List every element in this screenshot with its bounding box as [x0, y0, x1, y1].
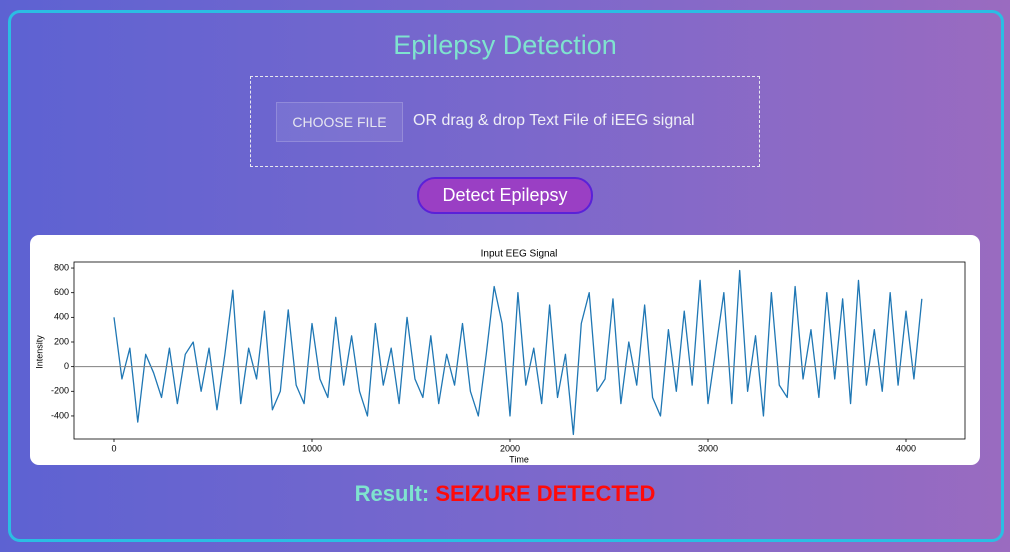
- x-tick-label: 2000: [500, 443, 520, 453]
- signal-line: [113, 269, 923, 436]
- y-tick-label: 200: [54, 336, 69, 346]
- frame: [8, 10, 1004, 542]
- y-axis-label: Intensity: [34, 335, 44, 369]
- result-label: Result:: [354, 481, 430, 506]
- page-title: Epilepsy Detection: [393, 30, 617, 60]
- chart-title: Input EEG Signal: [481, 249, 558, 260]
- y-tick-label: 600: [54, 287, 69, 297]
- drop-zone[interactable]: CHOOSE FILE OR drag & drop Text File of …: [250, 76, 760, 167]
- y-tick-label: 800: [54, 262, 69, 272]
- result: Result: SEIZURE DETECTED: [0, 481, 1010, 507]
- y-tick-label: 400: [54, 312, 69, 322]
- y-tick-label: 0: [64, 361, 69, 371]
- result-value: SEIZURE DETECTED: [435, 481, 656, 506]
- y-tick-label: -400: [51, 410, 69, 420]
- x-tick-label: 0: [111, 443, 116, 453]
- x-tick-label: 3000: [698, 443, 718, 453]
- x-tick-label: 1000: [302, 443, 322, 453]
- upload-hint: OR drag & drop Text File of iEEG signal: [413, 112, 695, 129]
- y-tick-label: -200: [51, 386, 69, 396]
- chart: Input EEG Signal Time Intensity 0 1000 200…: [34, 249, 966, 464]
- x-axis-label: Time: [509, 454, 529, 464]
- chart-card: Input EEG Signal Time Intensity 0 1000 200…: [30, 235, 980, 465]
- choose-file-button[interactable]: CHOOSE FILE: [276, 102, 403, 142]
- x-tick-label: 4000: [896, 443, 916, 453]
- plot-frame: [73, 261, 966, 440]
- detect-button[interactable]: Detect Epilepsy: [417, 177, 593, 214]
